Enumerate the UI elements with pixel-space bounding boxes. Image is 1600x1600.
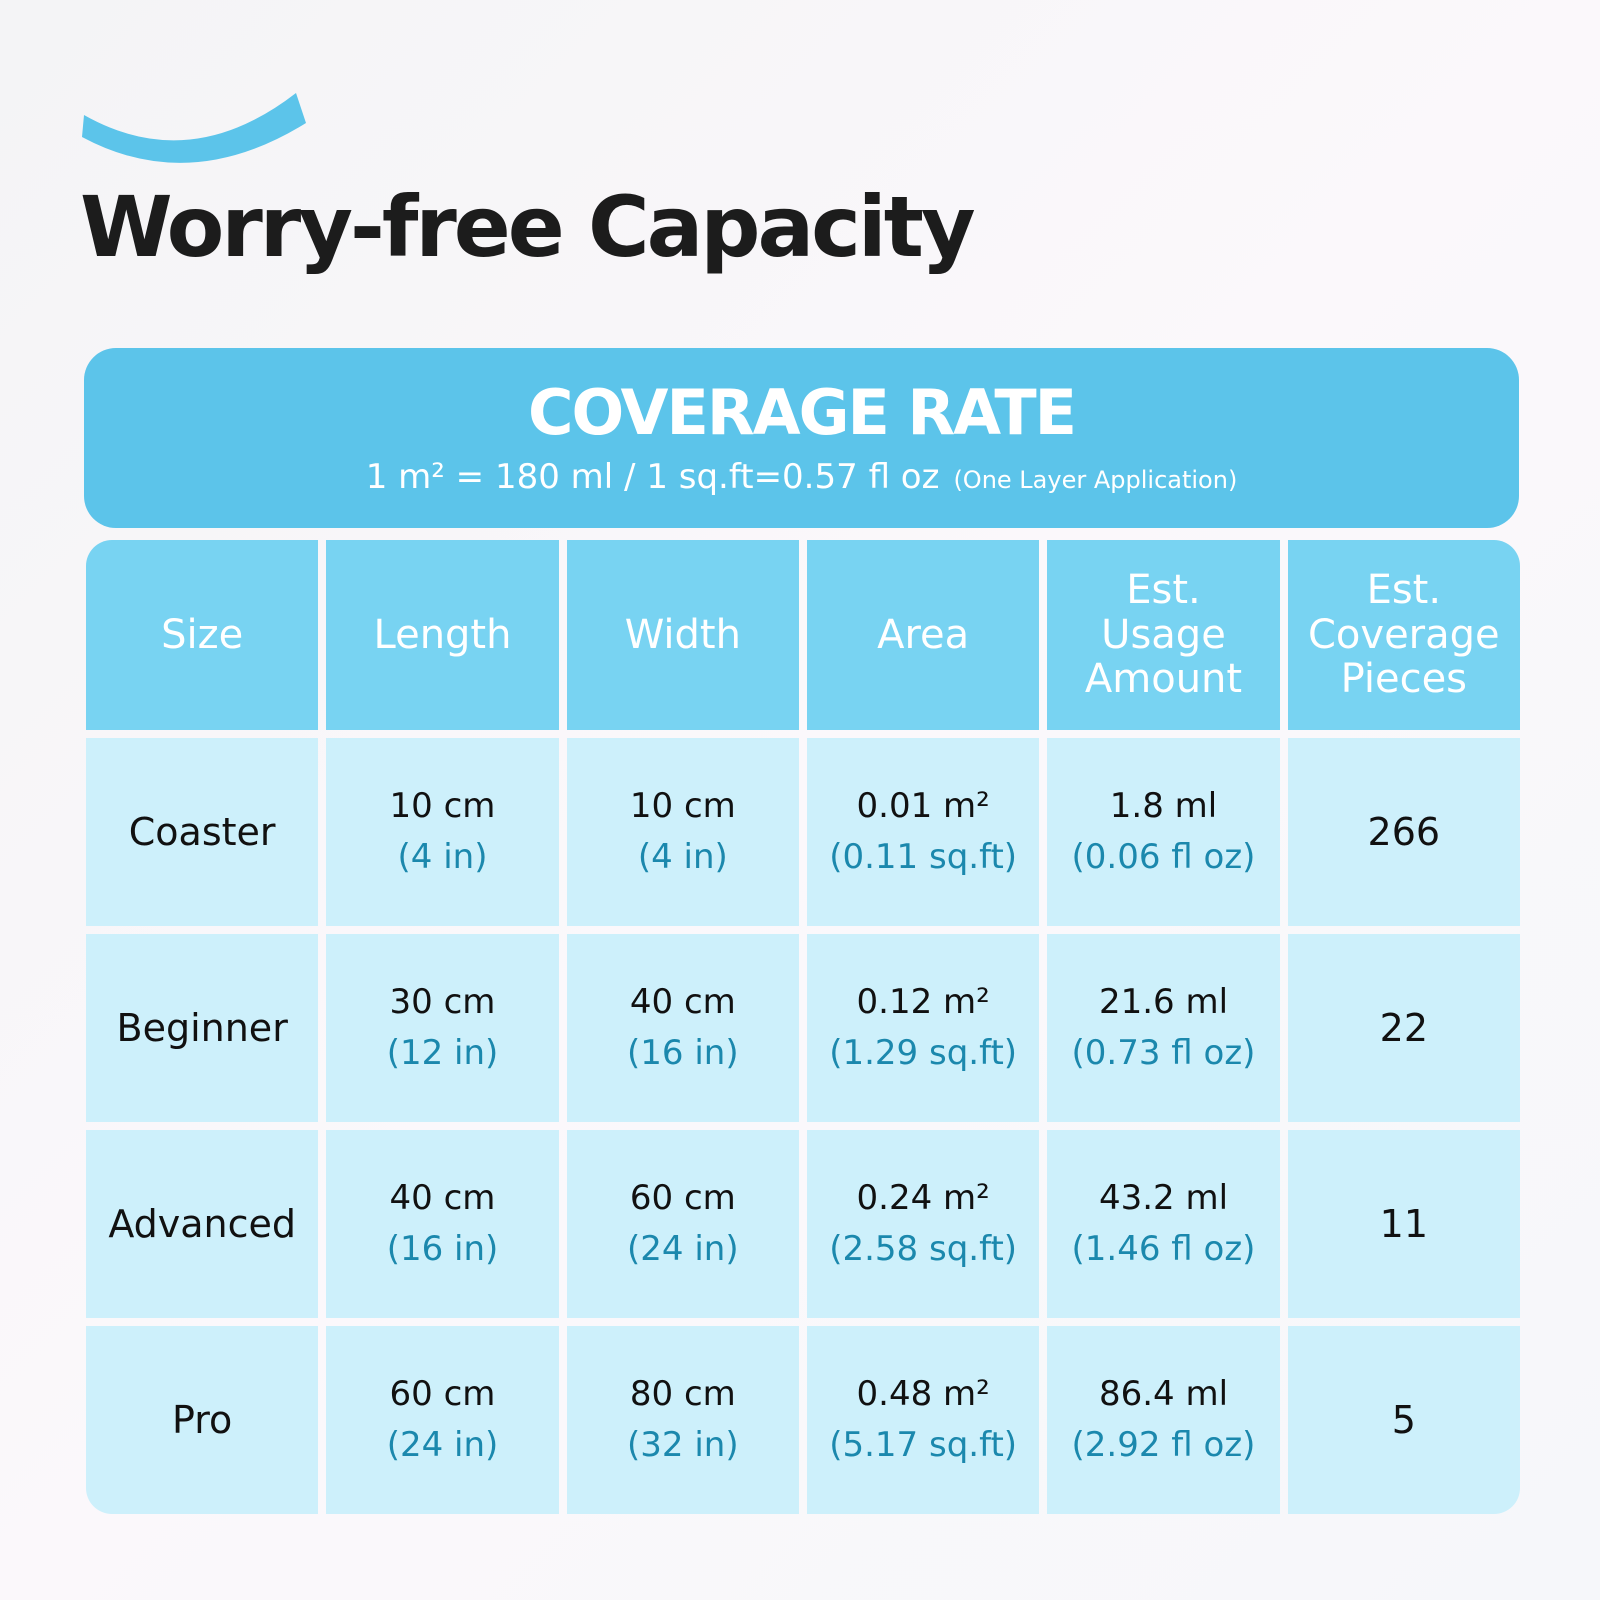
usage-cell: 21.6 ml (0.73 fl oz) [1047, 934, 1280, 1122]
banner: COVERAGE RATE 1 m² = 180 ml / 1 sq.ft=0.… [84, 348, 1519, 528]
metric: 10 cm [389, 786, 496, 826]
imperial: (1.46 fl oz) [1071, 1229, 1256, 1269]
size-cell: Pro [86, 1326, 319, 1514]
metric: 0.24 m² [856, 1178, 990, 1218]
header-cell: Size [86, 540, 319, 730]
area-cell: 0.12 m² (1.29 sq.ft) [806, 934, 1040, 1122]
metric: 60 cm [629, 1178, 736, 1218]
pieces-cell: 266 [1287, 738, 1520, 926]
header-text: Usage [1101, 611, 1226, 658]
formula: 1 m² = 180 ml / 1 sq.ft=0.57 fl oz [365, 457, 940, 497]
width-cell: 10 cm (4 in) [566, 738, 799, 926]
size-cell: Advanced [86, 1130, 319, 1318]
usage-cell: 1.8 ml (0.06 fl oz) [1047, 738, 1280, 926]
pieces-cell: 11 [1287, 1130, 1520, 1318]
header-text: Size [161, 611, 244, 658]
banner-title: COVERAGE RATE [528, 376, 1077, 449]
banner-subtitle: 1 m² = 180 ml / 1 sq.ft=0.57 fl oz (One L… [84, 457, 1519, 497]
imperial: (5.17 sq.ft) [829, 1425, 1018, 1465]
imperial: (2.92 fl oz) [1071, 1425, 1256, 1465]
header-cell: Area [806, 540, 1040, 730]
imperial: (16 in) [627, 1033, 739, 1073]
imperial: (4 in) [637, 837, 728, 877]
size-cell: Beginner [86, 934, 319, 1122]
metric: 86.4 ml [1098, 1374, 1229, 1414]
decor-arc [82, 93, 306, 163]
metric: 21.6 ml [1098, 982, 1229, 1022]
imperial: (12 in) [386, 1033, 499, 1073]
length-cell: 30 cm (12 in) [326, 934, 559, 1122]
width-cell: 40 cm (16 in) [566, 934, 799, 1122]
pieces-cell: 5 [1287, 1326, 1520, 1514]
length-cell: 60 cm (24 in) [326, 1326, 559, 1514]
usage-cell: 43.2 ml (1.46 fl oz) [1047, 1130, 1280, 1318]
imperial: (32 in) [627, 1425, 739, 1465]
header-cell: Length [326, 540, 559, 730]
area-cell: 0.01 m² (0.11 sq.ft) [806, 738, 1040, 926]
size-cell: Coaster [86, 738, 319, 926]
length-cell: 40 cm (16 in) [326, 1130, 559, 1318]
pieces-cell: 22 [1287, 934, 1520, 1122]
header-text: Pieces [1340, 656, 1468, 703]
imperial: (1.29 sq.ft) [829, 1033, 1018, 1073]
imperial: (24 in) [386, 1425, 499, 1465]
imperial: (4 in) [397, 837, 488, 877]
header-cell: Width [566, 540, 799, 730]
imperial: (24 in) [627, 1229, 739, 1269]
metric: 10 cm [629, 786, 736, 826]
metric: 1.8 ml [1109, 786, 1218, 826]
metric: 30 cm [389, 982, 496, 1022]
imperial: (0.11 sq.ft) [829, 837, 1018, 877]
header-cell: Est. Coverage Pieces [1287, 540, 1520, 730]
metric: 0.48 m² [856, 1374, 990, 1414]
metric: 0.01 m² [856, 786, 990, 826]
imperial: (2.58 sq.ft) [829, 1229, 1018, 1269]
metric: 40 cm [629, 982, 736, 1022]
width-cell: 80 cm (32 in) [566, 1326, 799, 1514]
area-cell: 0.48 m² (5.17 sq.ft) [806, 1326, 1040, 1514]
table: Size Length Width Area Est. Usage Amount Est. Co… [86, 540, 1520, 1514]
metric: 0.12 m² [856, 982, 990, 1022]
length-cell: 10 cm (4 in) [326, 738, 559, 926]
header-text: Area [877, 611, 970, 658]
area-cell: 0.24 m² (2.58 sq.ft) [806, 1130, 1040, 1318]
header-text: Coverage [1308, 611, 1500, 658]
imperial: (16 in) [386, 1229, 499, 1269]
width-cell: 60 cm (24 in) [566, 1130, 799, 1318]
imperial: (0.06 fl oz) [1071, 837, 1256, 877]
metric: 80 cm [629, 1374, 736, 1414]
metric: 60 cm [389, 1374, 496, 1414]
header-text: Width [624, 611, 741, 658]
imperial: (0.73 fl oz) [1071, 1033, 1256, 1073]
note: (One Layer Application) [953, 466, 1238, 494]
header-text: Est. [1126, 566, 1201, 613]
metric: 43.2 ml [1098, 1178, 1229, 1218]
header-text: Est. [1366, 566, 1442, 613]
header-cell: Est. Usage Amount [1047, 540, 1280, 730]
header-text: Amount [1084, 656, 1243, 703]
title: Worry-free Capacity [80, 178, 976, 276]
usage-cell: 86.4 ml (2.92 fl oz) [1047, 1326, 1280, 1514]
header-text: Length [373, 611, 512, 658]
metric: 40 cm [389, 1178, 496, 1218]
